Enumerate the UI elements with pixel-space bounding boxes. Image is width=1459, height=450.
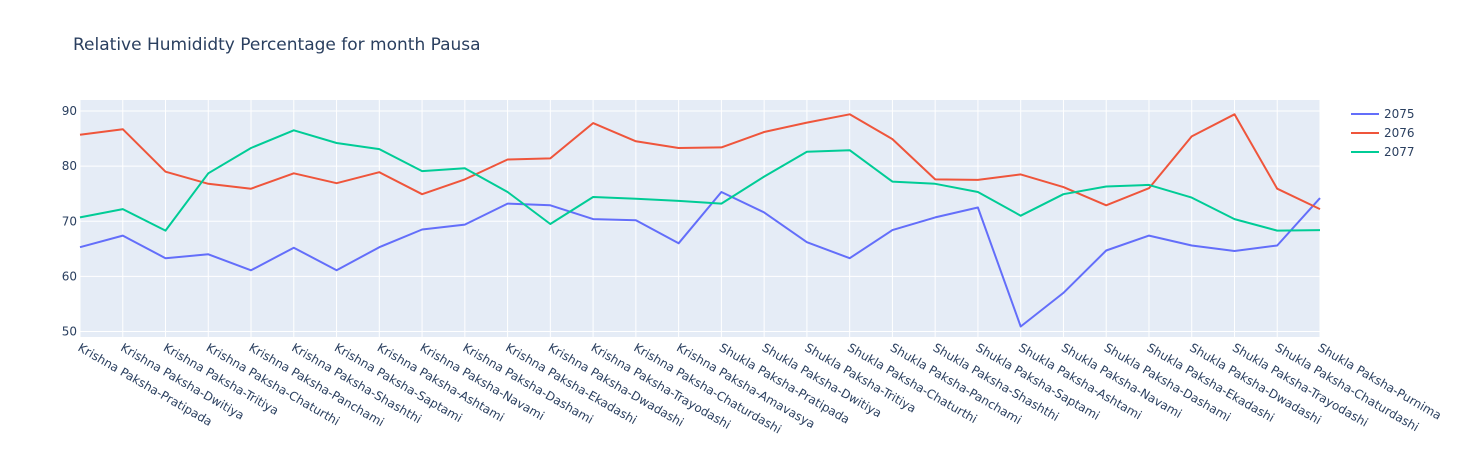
y-tick-labels: 50 60 70 80 90 [62,104,77,338]
y-tick-label: 70 [62,214,77,228]
legend-item-2077[interactable]: 2077 [1351,145,1415,159]
legend-item-2075[interactable]: 2075 [1351,107,1415,121]
y-gridlines [80,110,1320,332]
y-tick-label: 90 [62,104,77,118]
legend-label: 2076 [1384,126,1415,140]
legend-label: 2075 [1384,107,1415,121]
legend[interactable]: 2075 2076 2077 [1351,107,1415,159]
series-line-2076 [79,113,1321,211]
series-line-2077 [79,129,1321,232]
series-line-2075 [79,191,1321,328]
chart-title: Relative Humididty Percentage for month … [73,35,481,55]
y-tick-label: 80 [62,159,77,173]
legend-item-2076[interactable]: 2076 [1351,126,1415,140]
legend-label: 2077 [1384,145,1415,159]
x-gridlines [79,100,1321,337]
y-tick-label: 50 [62,324,77,338]
y-tick-label: 60 [62,269,77,283]
series-lines [79,113,1321,328]
